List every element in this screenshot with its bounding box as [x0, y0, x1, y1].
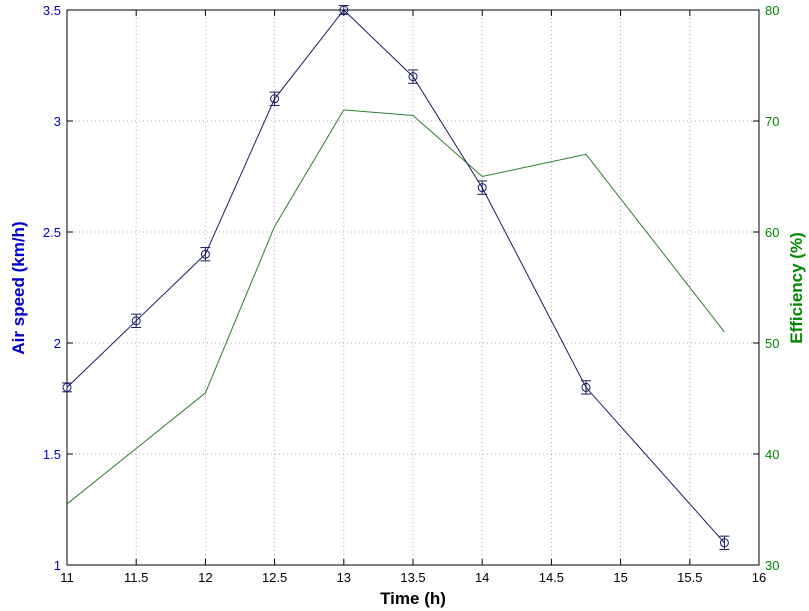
x-tick-label: 14	[475, 570, 489, 585]
series-group	[62, 5, 730, 550]
left-axis-title: Air speed (km/h)	[9, 221, 28, 354]
x-tick-label: 13.5	[400, 570, 425, 585]
x-tick-label: 15.5	[677, 570, 702, 585]
air-speed-point	[339, 5, 349, 15]
x-tick-label: 13	[337, 570, 351, 585]
y-right-tick-label: 30	[765, 558, 779, 573]
air-speed-point	[477, 183, 487, 193]
air-speed-point	[62, 382, 72, 392]
y-right-tick-label: 70	[765, 114, 779, 129]
air-speed-point	[200, 249, 210, 259]
x-tick-label: 14.5	[539, 570, 564, 585]
y-left-tick-label: 2.5	[43, 225, 61, 240]
y-left-tick-label: 1	[54, 558, 61, 573]
air-speed-point	[270, 94, 280, 104]
y-left-tick-label: 1.5	[43, 447, 61, 462]
air-speed-point	[581, 382, 591, 392]
air-speed-point	[131, 316, 141, 326]
x-tick-label: 15	[613, 570, 627, 585]
x-tick-label: 12.5	[262, 570, 287, 585]
x-tick-label: 16	[752, 570, 766, 585]
y-right-tick-label: 60	[765, 225, 779, 240]
axis-ticks: 11 11.5 12 12.5 13 13.5 14 14.5 15 15.5 1611.522.5…	[43, 3, 780, 585]
x-tick-label: 11.5	[124, 570, 148, 585]
x-axis-title: Time (h)	[380, 589, 446, 608]
air-speed-point	[408, 72, 418, 82]
air-speed-point	[719, 538, 729, 548]
y-left-tick-label: 3	[54, 114, 61, 129]
x-tick-label: 12	[198, 570, 212, 585]
efficiency-line	[66, 109, 725, 505]
y-right-tick-label: 80	[765, 3, 779, 18]
right-axis-title: Efficiency (%)	[787, 232, 806, 343]
x-tick-label: 11	[60, 570, 74, 585]
y-left-tick-label: 3.5	[43, 3, 61, 18]
y-right-tick-label: 40	[765, 447, 779, 462]
y-left-tick-label: 2	[54, 336, 61, 351]
y-right-tick-label: 50	[765, 336, 779, 351]
